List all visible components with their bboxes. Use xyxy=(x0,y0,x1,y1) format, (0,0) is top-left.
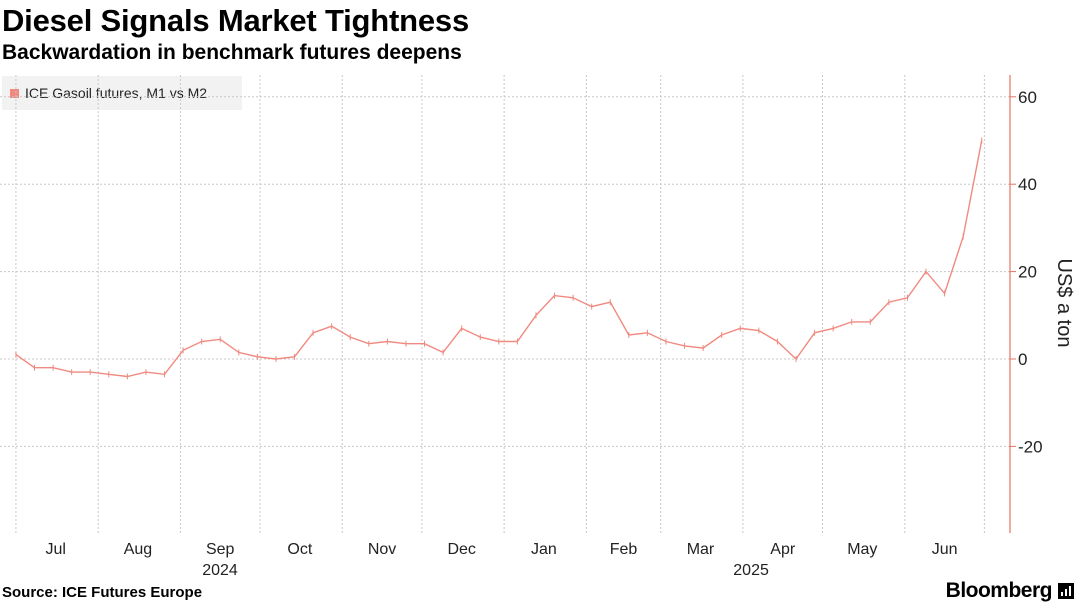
x-tick-label: Aug xyxy=(124,541,152,558)
y-tick-label: 0 xyxy=(1018,350,1027,369)
chart-subtitle: Backwardation in benchmark futures deepe… xyxy=(2,41,462,64)
x-tick-label: Mar xyxy=(687,541,715,558)
y-tick-label: 60 xyxy=(1018,88,1037,107)
x-tick-label: Oct xyxy=(287,541,312,558)
x-tick-label: May xyxy=(847,541,877,558)
source-note: Source: ICE Futures Europe xyxy=(2,584,203,601)
y-tick-label: 20 xyxy=(1018,263,1037,282)
x-tick-label: Feb xyxy=(610,541,638,558)
chart-title: Diesel Signals Market Tightness xyxy=(2,3,470,38)
legend-swatch xyxy=(10,88,19,98)
bloomberg-logo-icon xyxy=(1058,583,1074,599)
y-axis-label: US$ a ton xyxy=(1053,259,1075,348)
year-label: 2025 xyxy=(733,562,769,579)
x-tick-label: Apr xyxy=(770,541,796,558)
brand-logo-text: Bloomberg xyxy=(945,579,1053,602)
x-tick-label: Dec xyxy=(447,541,475,558)
legend-label: ICE Gasoil futures, M1 vs M2 xyxy=(25,85,208,101)
y-tick-label: -20 xyxy=(1018,437,1043,456)
year-label: 2024 xyxy=(202,562,238,579)
x-tick-label: Jul xyxy=(45,541,65,558)
x-tick-label: Nov xyxy=(368,541,396,558)
legend: ICE Gasoil futures, M1 vs M2 xyxy=(2,76,242,110)
series-line xyxy=(15,140,983,378)
x-tick-label: Jan xyxy=(531,541,557,558)
x-tick-label: Jun xyxy=(932,541,958,558)
y-tick-label: 40 xyxy=(1018,175,1037,194)
x-tick-label: Sep xyxy=(206,541,235,558)
